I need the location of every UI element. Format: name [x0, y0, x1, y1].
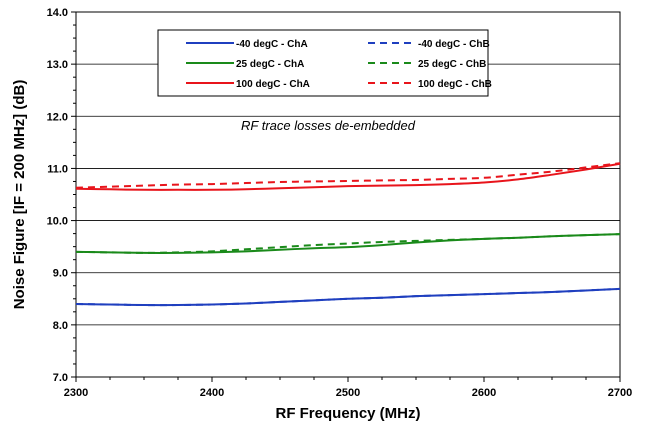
- y-tick-label: 7.0: [53, 372, 68, 384]
- y-tick-label: 10.0: [47, 216, 68, 228]
- y-tick-label: 12.0: [47, 111, 68, 123]
- x-axis-title: RF Frequency (MHz): [275, 405, 420, 422]
- y-tick-label: 13.0: [47, 59, 68, 71]
- series-line-4: [75, 162, 621, 191]
- y-tick-label: 9.0: [53, 268, 68, 280]
- legend-label: 25 degC - ChB: [418, 59, 486, 70]
- x-tick-label: 2400: [200, 387, 224, 399]
- series-lines: [75, 162, 621, 307]
- series-line-2: [75, 233, 621, 254]
- legend-label: 25 degC - ChA: [236, 59, 304, 70]
- y-tick-label: 11.0: [47, 163, 68, 175]
- axis-ticks: 7.0 8.0 9.0 10.0 11.0 12.0 13.0 14.0 2300 2400 250…: [47, 7, 633, 399]
- legend-label: -40 degC - ChB: [418, 39, 490, 50]
- legend: -40 degC - ChA -40 degC - ChB 25 degC - Ch…: [157, 29, 492, 97]
- x-tick-label: 2500: [336, 387, 360, 399]
- series-line-0: [75, 287, 621, 307]
- y-tick-label: 14.0: [47, 7, 68, 19]
- x-tick-label: 2700: [608, 387, 632, 399]
- y-tick-label: 8.0: [53, 320, 68, 332]
- legend-label: -40 degC - ChA: [236, 39, 308, 50]
- x-tick-label: 2300: [64, 387, 88, 399]
- x-tick-label: 2600: [472, 387, 496, 399]
- y-axis-title: Noise Figure [IF = 200 MHz] (dB): [11, 80, 28, 310]
- legend-label: 100 degC - ChA: [236, 79, 310, 90]
- annotation-text: RF trace losses de-embedded: [241, 118, 416, 133]
- legend-label: 100 degC - ChB: [418, 79, 492, 90]
